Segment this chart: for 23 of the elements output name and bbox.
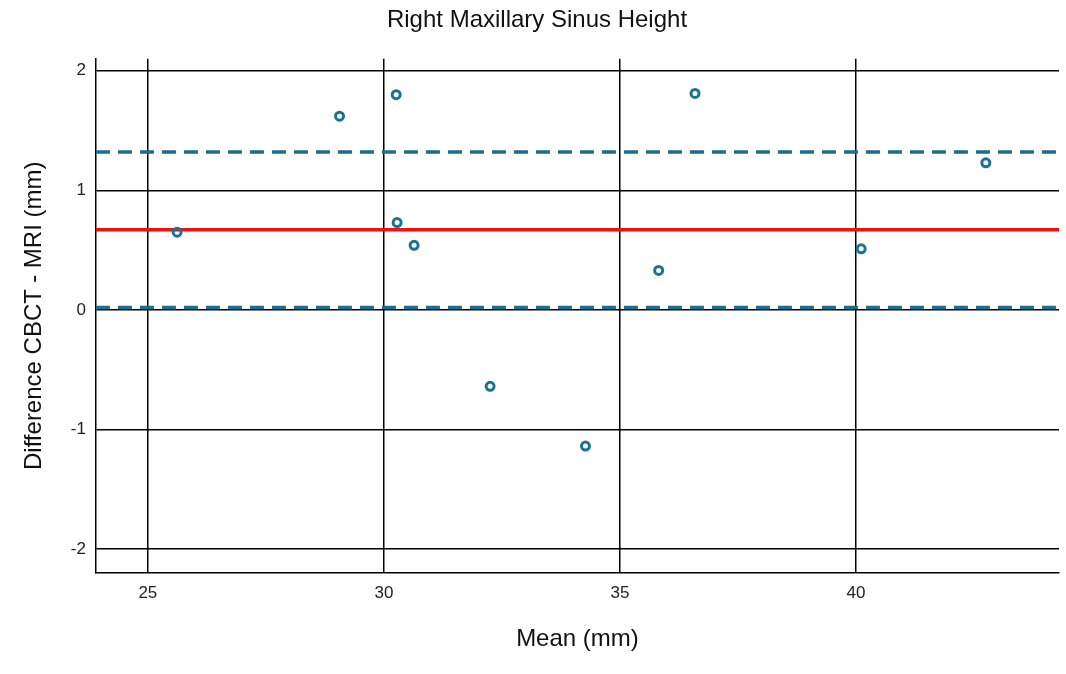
point <box>980 157 992 169</box>
x-tick-label: 35 <box>610 582 630 602</box>
y-tick-label: 1 <box>76 179 86 199</box>
point <box>334 110 346 122</box>
point <box>484 380 496 392</box>
x-tick-label: 30 <box>374 582 394 602</box>
point <box>390 89 402 101</box>
x-tick-label: 40 <box>846 582 866 602</box>
point <box>408 239 420 251</box>
point <box>855 243 867 255</box>
y-tick-label: 2 <box>76 60 86 80</box>
point <box>689 87 701 99</box>
point <box>391 217 403 229</box>
y-tick-label: -2 <box>70 538 86 558</box>
x-axis-title: Mean (mm) <box>516 624 639 652</box>
point <box>653 264 665 276</box>
y-tick-label: -1 <box>70 419 86 439</box>
y-tick-label: 0 <box>76 299 86 319</box>
point <box>579 440 591 452</box>
chart-title: Right Maxillary Sinus Height <box>386 5 688 33</box>
x-tick-label: 25 <box>138 582 158 602</box>
y-axis-title: Difference CBCT - MRI (mm) <box>19 161 47 471</box>
point <box>171 226 183 238</box>
